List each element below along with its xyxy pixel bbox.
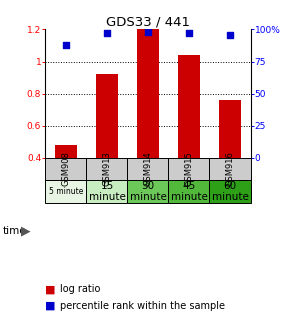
Text: GSM916: GSM916 [226, 152, 234, 186]
Text: time: time [3, 226, 27, 235]
Bar [86, 180, 127, 203]
Text: 30
minute: 30 minute [130, 181, 166, 202]
Text: log ratio: log ratio [60, 284, 100, 294]
Point [187, 31, 191, 36]
Text: GSM914: GSM914 [144, 152, 152, 186]
Point [105, 31, 109, 36]
Text: percentile rank within the sample: percentile rank within the sample [60, 301, 225, 311]
Text: ■: ■ [45, 284, 56, 294]
Text: ▶: ▶ [21, 224, 31, 237]
Text: 60
minute: 60 minute [212, 181, 248, 202]
Bar [209, 180, 251, 203]
Bar [54, 145, 77, 158]
Bar [45, 158, 86, 180]
Bar [168, 180, 209, 203]
Bar [127, 158, 168, 180]
Bar [209, 158, 251, 180]
Point [146, 29, 150, 35]
Bar [137, 29, 159, 158]
Text: 15
minute: 15 minute [88, 181, 125, 202]
Bar [178, 55, 200, 158]
Bar [96, 74, 118, 158]
Text: GSM915: GSM915 [185, 152, 193, 186]
Bar [168, 158, 209, 180]
Bar [45, 180, 86, 203]
Text: 45
minute: 45 minute [171, 181, 207, 202]
Bar [86, 158, 127, 180]
Text: GSM908: GSM908 [62, 152, 70, 186]
Text: GSM913: GSM913 [103, 152, 111, 186]
Point [228, 32, 232, 37]
Bar [219, 100, 241, 158]
Text: 5 minute: 5 minute [49, 187, 83, 196]
Title: GDS33 / 441: GDS33 / 441 [106, 15, 190, 28]
Text: ■: ■ [45, 301, 56, 311]
Point [64, 42, 68, 47]
Bar [127, 180, 168, 203]
